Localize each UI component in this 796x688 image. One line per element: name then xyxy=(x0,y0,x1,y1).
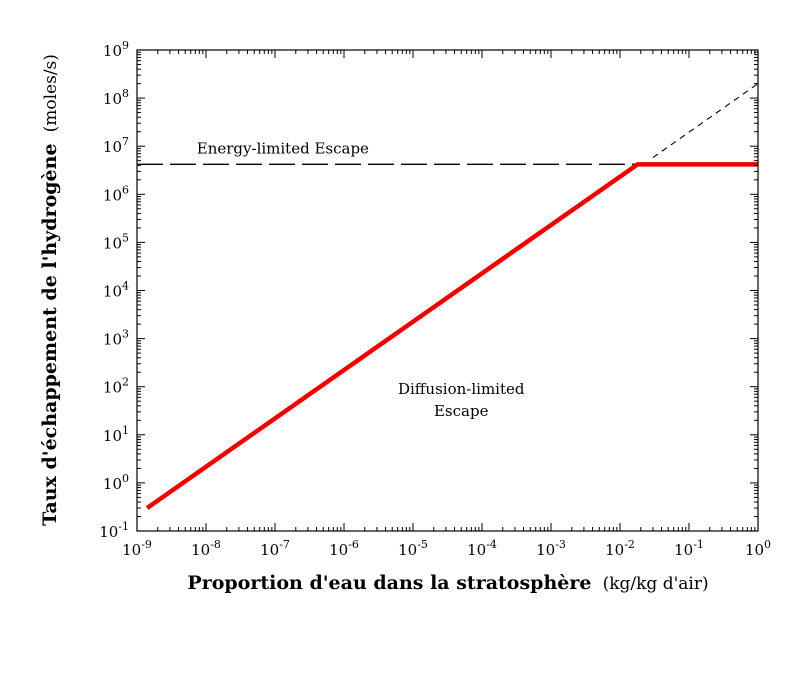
x-tick-base: 10 xyxy=(329,541,348,559)
y-tick-label: 101 xyxy=(103,424,129,445)
plot-frame xyxy=(136,49,759,532)
x-tick-exponent: -5 xyxy=(417,538,428,551)
y-tick-base: 10 xyxy=(103,283,122,301)
y-tick-base: 10 xyxy=(103,186,122,204)
y-tick-base: 10 xyxy=(103,427,122,445)
y-tick-exponent: 2 xyxy=(122,376,129,389)
x-tick-label: 10-9 xyxy=(122,538,152,559)
y-axis-label-main: Taux d'échappement de l'hydrogène xyxy=(39,143,61,525)
y-tick-base: 10 xyxy=(103,379,122,397)
x-tick-exponent: -4 xyxy=(486,538,497,551)
y-tick-exponent: 3 xyxy=(122,328,129,341)
y-axis-label-unit: (moles/s) xyxy=(41,54,61,132)
y-tick-label: 107 xyxy=(103,135,129,156)
y-tick-exponent: 4 xyxy=(122,280,129,293)
x-tick-label: 10-1 xyxy=(674,538,704,559)
y-tick-exponent: 6 xyxy=(122,183,129,196)
y-tick-label: 103 xyxy=(103,328,129,349)
x-tick-label: 100 xyxy=(745,538,771,559)
y-tick-label: 105 xyxy=(103,231,129,252)
x-tick-exponent: -6 xyxy=(348,538,359,551)
x-axis-label-unit: (kg/kg d'air) xyxy=(603,574,709,594)
x-tick-label: 10-5 xyxy=(398,538,428,559)
y-tick-label: 109 xyxy=(103,39,129,60)
x-tick-exponent: -3 xyxy=(555,538,566,551)
x-tick-label: 10-4 xyxy=(467,538,497,559)
annotation-text: Energy-limited Escape xyxy=(197,140,369,158)
x-tick-base: 10 xyxy=(605,541,624,559)
y-tick-exponent: 0 xyxy=(122,472,129,485)
y-tick-exponent: 7 xyxy=(122,135,129,148)
x-axis-label: Proportion d'eau dans la stratosphère (k… xyxy=(187,572,708,594)
x-tick-exponent: 0 xyxy=(764,538,771,551)
diffusion-extrapolation-dashed-line xyxy=(652,83,759,159)
x-tick-label: 10-7 xyxy=(260,538,290,559)
x-tick-exponent: -1 xyxy=(693,538,704,551)
y-tick-base: 10 xyxy=(103,234,122,252)
x-tick-base: 10 xyxy=(191,541,210,559)
x-tick-exponent: -2 xyxy=(624,538,635,551)
y-tick-exponent: -1 xyxy=(118,520,129,533)
y-tick-label: 100 xyxy=(103,472,129,493)
y-tick-base: 10 xyxy=(103,331,122,349)
y-tick-label: 108 xyxy=(103,87,129,108)
annotation-line: Escape xyxy=(434,402,489,420)
annotation-line: Energy-limited Escape xyxy=(197,140,369,158)
x-tick-exponent: -9 xyxy=(141,538,152,551)
x-tick-base: 10 xyxy=(398,541,417,559)
y-axis-label: Taux d'échappement de l'hydrogène (moles… xyxy=(39,54,61,526)
x-tick-label: 10-3 xyxy=(536,538,566,559)
y-tick-exponent: 5 xyxy=(122,231,129,244)
y-tick-exponent: 8 xyxy=(122,87,129,100)
x-tick-exponent: -7 xyxy=(279,538,290,551)
y-tick-exponent: 9 xyxy=(122,39,129,52)
escape-rate-line xyxy=(145,162,758,510)
annotation-text: Diffusion-limited Escape xyxy=(398,380,525,420)
x-tick-base: 10 xyxy=(674,541,693,559)
y-tick-base: 10 xyxy=(103,138,122,156)
x-axis-label-main: Proportion d'eau dans la stratosphère xyxy=(187,572,591,594)
x-tick-label: 10-8 xyxy=(191,538,221,559)
x-tick-exponent: -8 xyxy=(210,538,221,551)
y-tick-label: 10-1 xyxy=(99,520,129,541)
x-tick-label: 10-6 xyxy=(329,538,359,559)
annotation-line: Diffusion-limited xyxy=(398,380,525,398)
y-tick-base: 10 xyxy=(99,523,118,541)
x-tick-base: 10 xyxy=(536,541,555,559)
x-tick-label: 10-2 xyxy=(605,538,635,559)
y-tick-label: 104 xyxy=(103,280,129,301)
y-tick-base: 10 xyxy=(103,42,122,60)
y-tick-label: 106 xyxy=(103,183,129,204)
y-tick-exponent: 1 xyxy=(122,424,129,437)
x-tick-base: 10 xyxy=(745,541,764,559)
x-tick-base: 10 xyxy=(260,541,279,559)
y-tick-base: 10 xyxy=(103,90,122,108)
x-tick-base: 10 xyxy=(467,541,486,559)
y-tick-base: 10 xyxy=(103,475,122,493)
x-tick-base: 10 xyxy=(122,541,141,559)
y-tick-label: 102 xyxy=(103,376,129,397)
